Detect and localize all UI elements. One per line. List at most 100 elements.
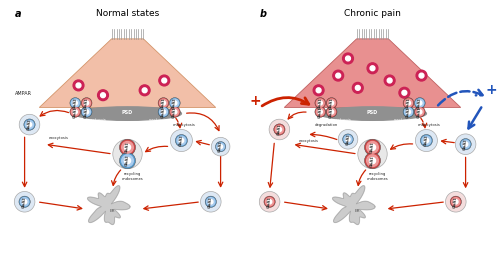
Text: AMPAR: AMPAR (15, 91, 32, 96)
Circle shape (416, 70, 427, 81)
Circle shape (330, 110, 334, 114)
Ellipse shape (318, 107, 426, 120)
Text: GluA2: GluA2 (208, 196, 214, 208)
Text: PSD: PSD (122, 110, 133, 115)
Circle shape (326, 106, 337, 117)
Circle shape (162, 101, 166, 105)
Text: GluA1: GluA1 (318, 97, 323, 109)
Circle shape (366, 155, 378, 167)
Circle shape (24, 119, 35, 130)
Circle shape (420, 134, 432, 147)
Circle shape (419, 73, 424, 78)
Circle shape (84, 110, 88, 114)
Circle shape (81, 98, 92, 109)
Circle shape (216, 141, 226, 152)
Text: GluA1: GluA1 (73, 106, 78, 118)
Circle shape (81, 106, 92, 117)
Circle shape (124, 157, 130, 164)
Text: +: + (249, 94, 260, 108)
Text: nanodomain: nanodomain (148, 118, 167, 122)
Text: GluA1: GluA1 (277, 124, 282, 135)
Circle shape (367, 63, 378, 74)
Circle shape (318, 101, 322, 105)
Text: nanodomain: nanodomain (333, 118, 351, 122)
Circle shape (26, 120, 34, 129)
Circle shape (404, 108, 412, 116)
Circle shape (404, 99, 412, 107)
Circle shape (269, 119, 289, 140)
Text: endosomes: endosomes (366, 177, 388, 181)
Circle shape (446, 191, 466, 212)
Circle shape (316, 99, 324, 107)
Text: nanodomain: nanodomain (88, 118, 106, 122)
Circle shape (218, 145, 222, 149)
Circle shape (462, 140, 469, 148)
Text: GluA2: GluA2 (218, 141, 223, 153)
Circle shape (70, 98, 80, 109)
Circle shape (277, 127, 281, 132)
Text: GluA1: GluA1 (84, 97, 89, 109)
Circle shape (418, 110, 422, 114)
Text: GluA1: GluA1 (172, 106, 178, 118)
Circle shape (171, 108, 178, 116)
Circle shape (370, 157, 376, 164)
Circle shape (200, 191, 221, 212)
Circle shape (424, 138, 428, 143)
Circle shape (82, 99, 90, 107)
Circle shape (140, 85, 150, 96)
Circle shape (170, 106, 180, 117)
Circle shape (333, 70, 344, 81)
Text: GluA1: GluA1 (370, 155, 375, 167)
Text: exocytosis: exocytosis (299, 139, 319, 143)
Circle shape (73, 101, 78, 105)
Circle shape (122, 155, 134, 167)
Text: GluA2: GluA2 (84, 106, 89, 118)
Circle shape (338, 130, 358, 149)
Circle shape (450, 196, 462, 207)
Text: endocytosis: endocytosis (418, 123, 440, 127)
Circle shape (276, 125, 283, 134)
Circle shape (72, 99, 79, 107)
Circle shape (418, 101, 422, 105)
Circle shape (414, 98, 425, 109)
Circle shape (352, 82, 363, 93)
Text: GluA1: GluA1 (454, 196, 458, 208)
Circle shape (346, 56, 350, 61)
Text: +: + (486, 83, 497, 97)
Text: GluA1: GluA1 (329, 106, 334, 118)
Circle shape (416, 108, 424, 116)
Text: GluA2: GluA2 (125, 155, 130, 167)
Circle shape (454, 200, 458, 204)
Circle shape (160, 108, 168, 116)
Text: GluA1: GluA1 (125, 141, 130, 153)
Circle shape (264, 196, 276, 207)
Polygon shape (88, 186, 130, 225)
Text: GluA1: GluA1 (318, 106, 323, 118)
Text: a: a (15, 9, 22, 19)
Circle shape (212, 137, 230, 156)
Circle shape (416, 99, 424, 107)
Circle shape (406, 110, 410, 114)
Circle shape (124, 144, 130, 150)
Circle shape (170, 98, 180, 109)
Circle shape (403, 98, 414, 109)
Text: ER: ER (110, 209, 116, 213)
Circle shape (318, 110, 322, 114)
Text: GluA2: GluA2 (424, 135, 429, 146)
Text: GluA2: GluA2 (172, 97, 178, 109)
Circle shape (344, 135, 352, 143)
Text: GluA2: GluA2 (73, 97, 78, 109)
Circle shape (173, 101, 177, 105)
Circle shape (76, 83, 81, 88)
Circle shape (422, 136, 431, 145)
Circle shape (416, 130, 438, 152)
Circle shape (336, 73, 340, 78)
Circle shape (313, 85, 324, 96)
Circle shape (328, 99, 336, 107)
Text: ER: ER (355, 209, 360, 213)
Text: GluA2: GluA2 (406, 106, 411, 118)
Circle shape (384, 75, 395, 86)
Circle shape (414, 106, 425, 117)
Circle shape (205, 196, 216, 207)
Circle shape (206, 198, 215, 206)
